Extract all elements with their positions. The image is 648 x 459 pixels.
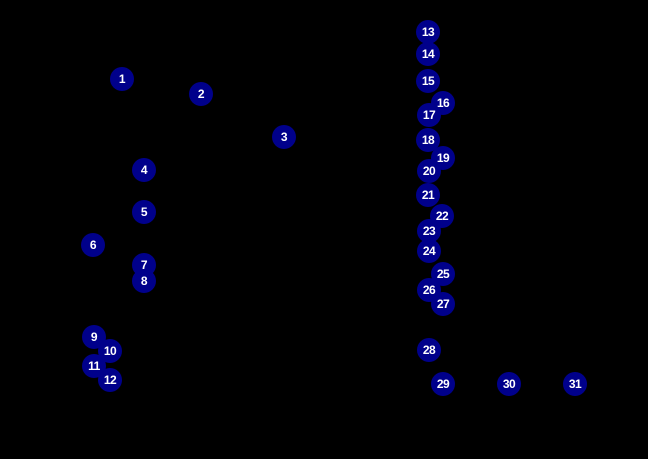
som-mark-28[interactable]: 28: [417, 338, 441, 362]
som-mark-14[interactable]: 14: [416, 42, 440, 66]
som-mark-29[interactable]: 29: [431, 372, 455, 396]
som-mark-3[interactable]: 3: [272, 125, 296, 149]
som-mark-5[interactable]: 5: [132, 200, 156, 224]
som-mark-8[interactable]: 8: [132, 269, 156, 293]
som-mark-21[interactable]: 21: [416, 183, 440, 207]
som-mark-2[interactable]: 2: [189, 82, 213, 106]
som-mark-4[interactable]: 4: [132, 158, 156, 182]
som-mark-30[interactable]: 30: [497, 372, 521, 396]
som-mark-12[interactable]: 12: [98, 368, 122, 392]
som-mark-27[interactable]: 27: [431, 292, 455, 316]
som-mark-20[interactable]: 20: [417, 159, 441, 183]
som-mark-25[interactable]: 25: [431, 262, 455, 286]
som-mark-31[interactable]: 31: [563, 372, 587, 396]
som-mark-23[interactable]: 23: [417, 219, 441, 243]
som-mark-1[interactable]: 1: [110, 67, 134, 91]
som-mark-13[interactable]: 13: [416, 20, 440, 44]
som-mark-15[interactable]: 15: [416, 69, 440, 93]
som-mark-6[interactable]: 6: [81, 233, 105, 257]
som-mark-24[interactable]: 24: [417, 239, 441, 263]
som-mark-17[interactable]: 17: [417, 103, 441, 127]
